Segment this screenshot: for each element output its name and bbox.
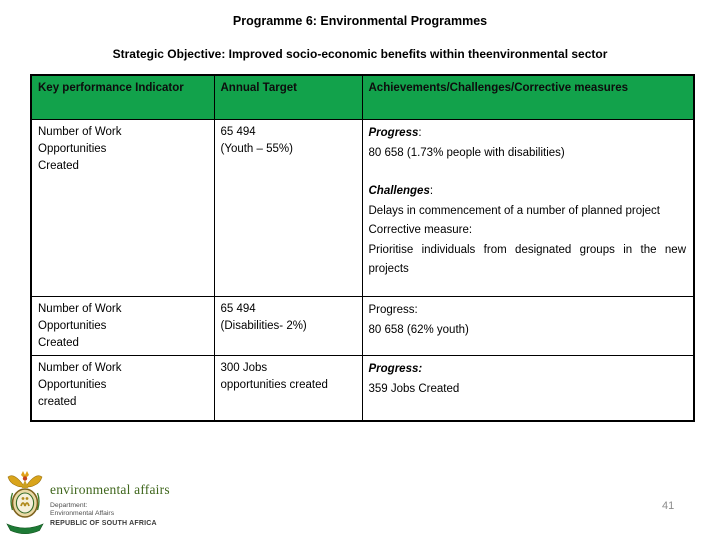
corrective-measure-text: Prioritise individuals from designated g… [368, 243, 687, 276]
progress-label-line: Progress: [368, 363, 423, 376]
logo-country-line: REPUBLIC OF SOUTH AFRICA [50, 520, 157, 528]
table-header-row: Key performance Indicator Annual Target … [30, 74, 695, 120]
progress-value: 80 658 (62% youth) [368, 323, 469, 336]
progress-label-line: Progress: [368, 127, 422, 139]
cell-indicator: Number of Work Opportunities created [30, 355, 215, 422]
header-cell-annual-target: Annual Target [213, 74, 363, 120]
progress-value: 359 Jobs Created [368, 382, 460, 395]
logo-department-line: Department: [50, 502, 88, 509]
cell-indicator: Number of Work Opportunities Created [30, 295, 215, 357]
cell-achievements: Progress: 80 658 (62% youth) [361, 295, 695, 357]
south-africa-coat-of-arms-icon [6, 471, 44, 535]
logo-wordmark: environmental affairs [50, 482, 170, 497]
table-row-disabilities-target: Number of Work Opportunities Created 65 … [30, 295, 695, 357]
cell-annual-target: 300 Jobs opportunities created [213, 355, 363, 422]
cell-annual-target: 65 494 (Disabilities- 2%) [213, 295, 363, 357]
kpi-table: Key performance Indicator Annual Target … [30, 74, 695, 422]
header-cell-achievements: Achievements/Challenges/Corrective measu… [361, 74, 695, 120]
slide-title: Programme 6: Environmental Programmes [232, 14, 488, 28]
header-cell-key-performance-indicator: Key performance Indicator [30, 74, 215, 120]
logo-department-name: Environmental Affairs [50, 510, 115, 518]
cell-achievements: Progress: 359 Jobs Created [361, 355, 695, 422]
table-row-jobs-target: Number of Work Opportunities created 300… [30, 355, 695, 422]
cell-indicator: Number of Work Opportunities Created [30, 119, 215, 297]
department-logo: environmental affairs Department: Enviro… [6, 469, 170, 536]
challenges-text: Delays in commencement of a number of pl… [368, 204, 661, 217]
cell-achievements: Progress: 80 658 (1.73% people with disa… [361, 119, 695, 297]
table-row-youth-target: Number of Work Opportunities Created 65 … [30, 119, 695, 297]
challenges-label-line: Challenges: [368, 185, 434, 198]
page-number: 41 [662, 500, 675, 512]
logo-text-block: environmental affairs Department: Enviro… [50, 469, 170, 536]
progress-label-line: Progress: [368, 304, 418, 316]
corrective-measure-heading: Corrective measure: [368, 224, 473, 237]
strategic-objective-subtitle: Strategic Objective: Improved socio-econ… [112, 47, 608, 61]
progress-value: 80 658 (1.73% people with disabilities) [368, 146, 565, 159]
cell-annual-target: 65 494 (Youth – 55%) [213, 119, 363, 297]
